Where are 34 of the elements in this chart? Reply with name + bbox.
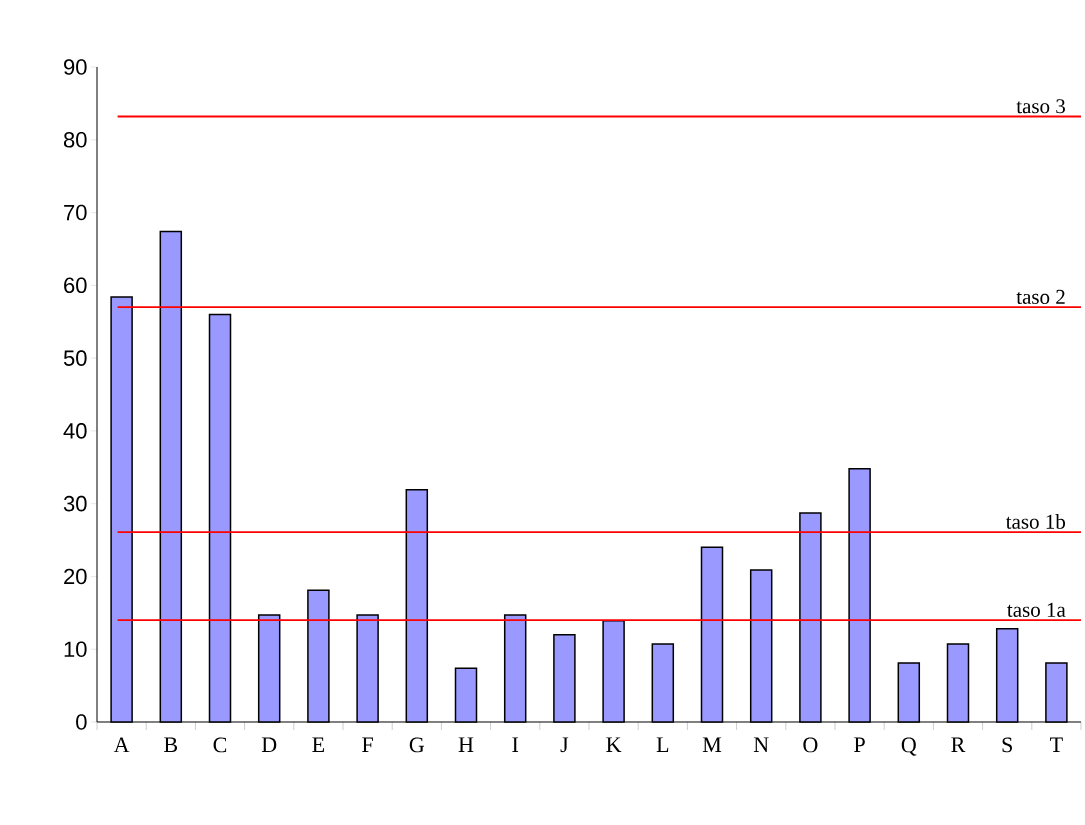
x-tick-label: D	[261, 737, 277, 752]
y-tick-label: 30	[63, 495, 87, 512]
y-tick-label: 70	[64, 204, 87, 221]
y-tick-label: 40	[63, 423, 87, 439]
x-tick-label: B	[164, 737, 178, 752]
x-tick-label: L	[656, 737, 669, 752]
x-tick-label: S	[1002, 737, 1012, 753]
x-tick-label: H	[458, 737, 474, 752]
ref-line-label: taso 1a	[1007, 602, 1066, 617]
x-tick-label: G	[409, 737, 425, 753]
x-tick-label: C	[213, 737, 227, 753]
y-tick-label: 0	[76, 714, 87, 730]
y-tick-label: 20	[64, 568, 87, 585]
x-tick-label: M	[702, 737, 722, 752]
y-tick-label: 50	[63, 350, 87, 366]
y-tick-label: 80	[63, 131, 87, 148]
x-tick-label: E	[312, 737, 325, 752]
ref-line-label: taso 2	[1016, 289, 1065, 304]
y-tick-label: 90	[64, 59, 87, 75]
y-tick-label: 10	[64, 641, 87, 657]
x-tick-label: J	[560, 737, 569, 753]
x-tick-label: T	[1050, 737, 1063, 752]
ref-line-label: taso 1b	[1005, 514, 1066, 529]
x-tick-label: O	[803, 737, 818, 753]
ref-line-label: taso 3	[1016, 99, 1065, 114]
x-tick-label: N	[753, 737, 769, 752]
x-tick-label: I	[512, 737, 519, 752]
x-tick-label: R	[951, 737, 966, 752]
x-tick-label: K	[606, 737, 622, 752]
x-tick-label: P	[854, 737, 865, 752]
x-tick-label: F	[362, 737, 373, 752]
x-tick-label: Q	[901, 737, 917, 756]
y-tick-label: 60	[64, 277, 87, 294]
x-tick-label: A	[113, 737, 130, 753]
